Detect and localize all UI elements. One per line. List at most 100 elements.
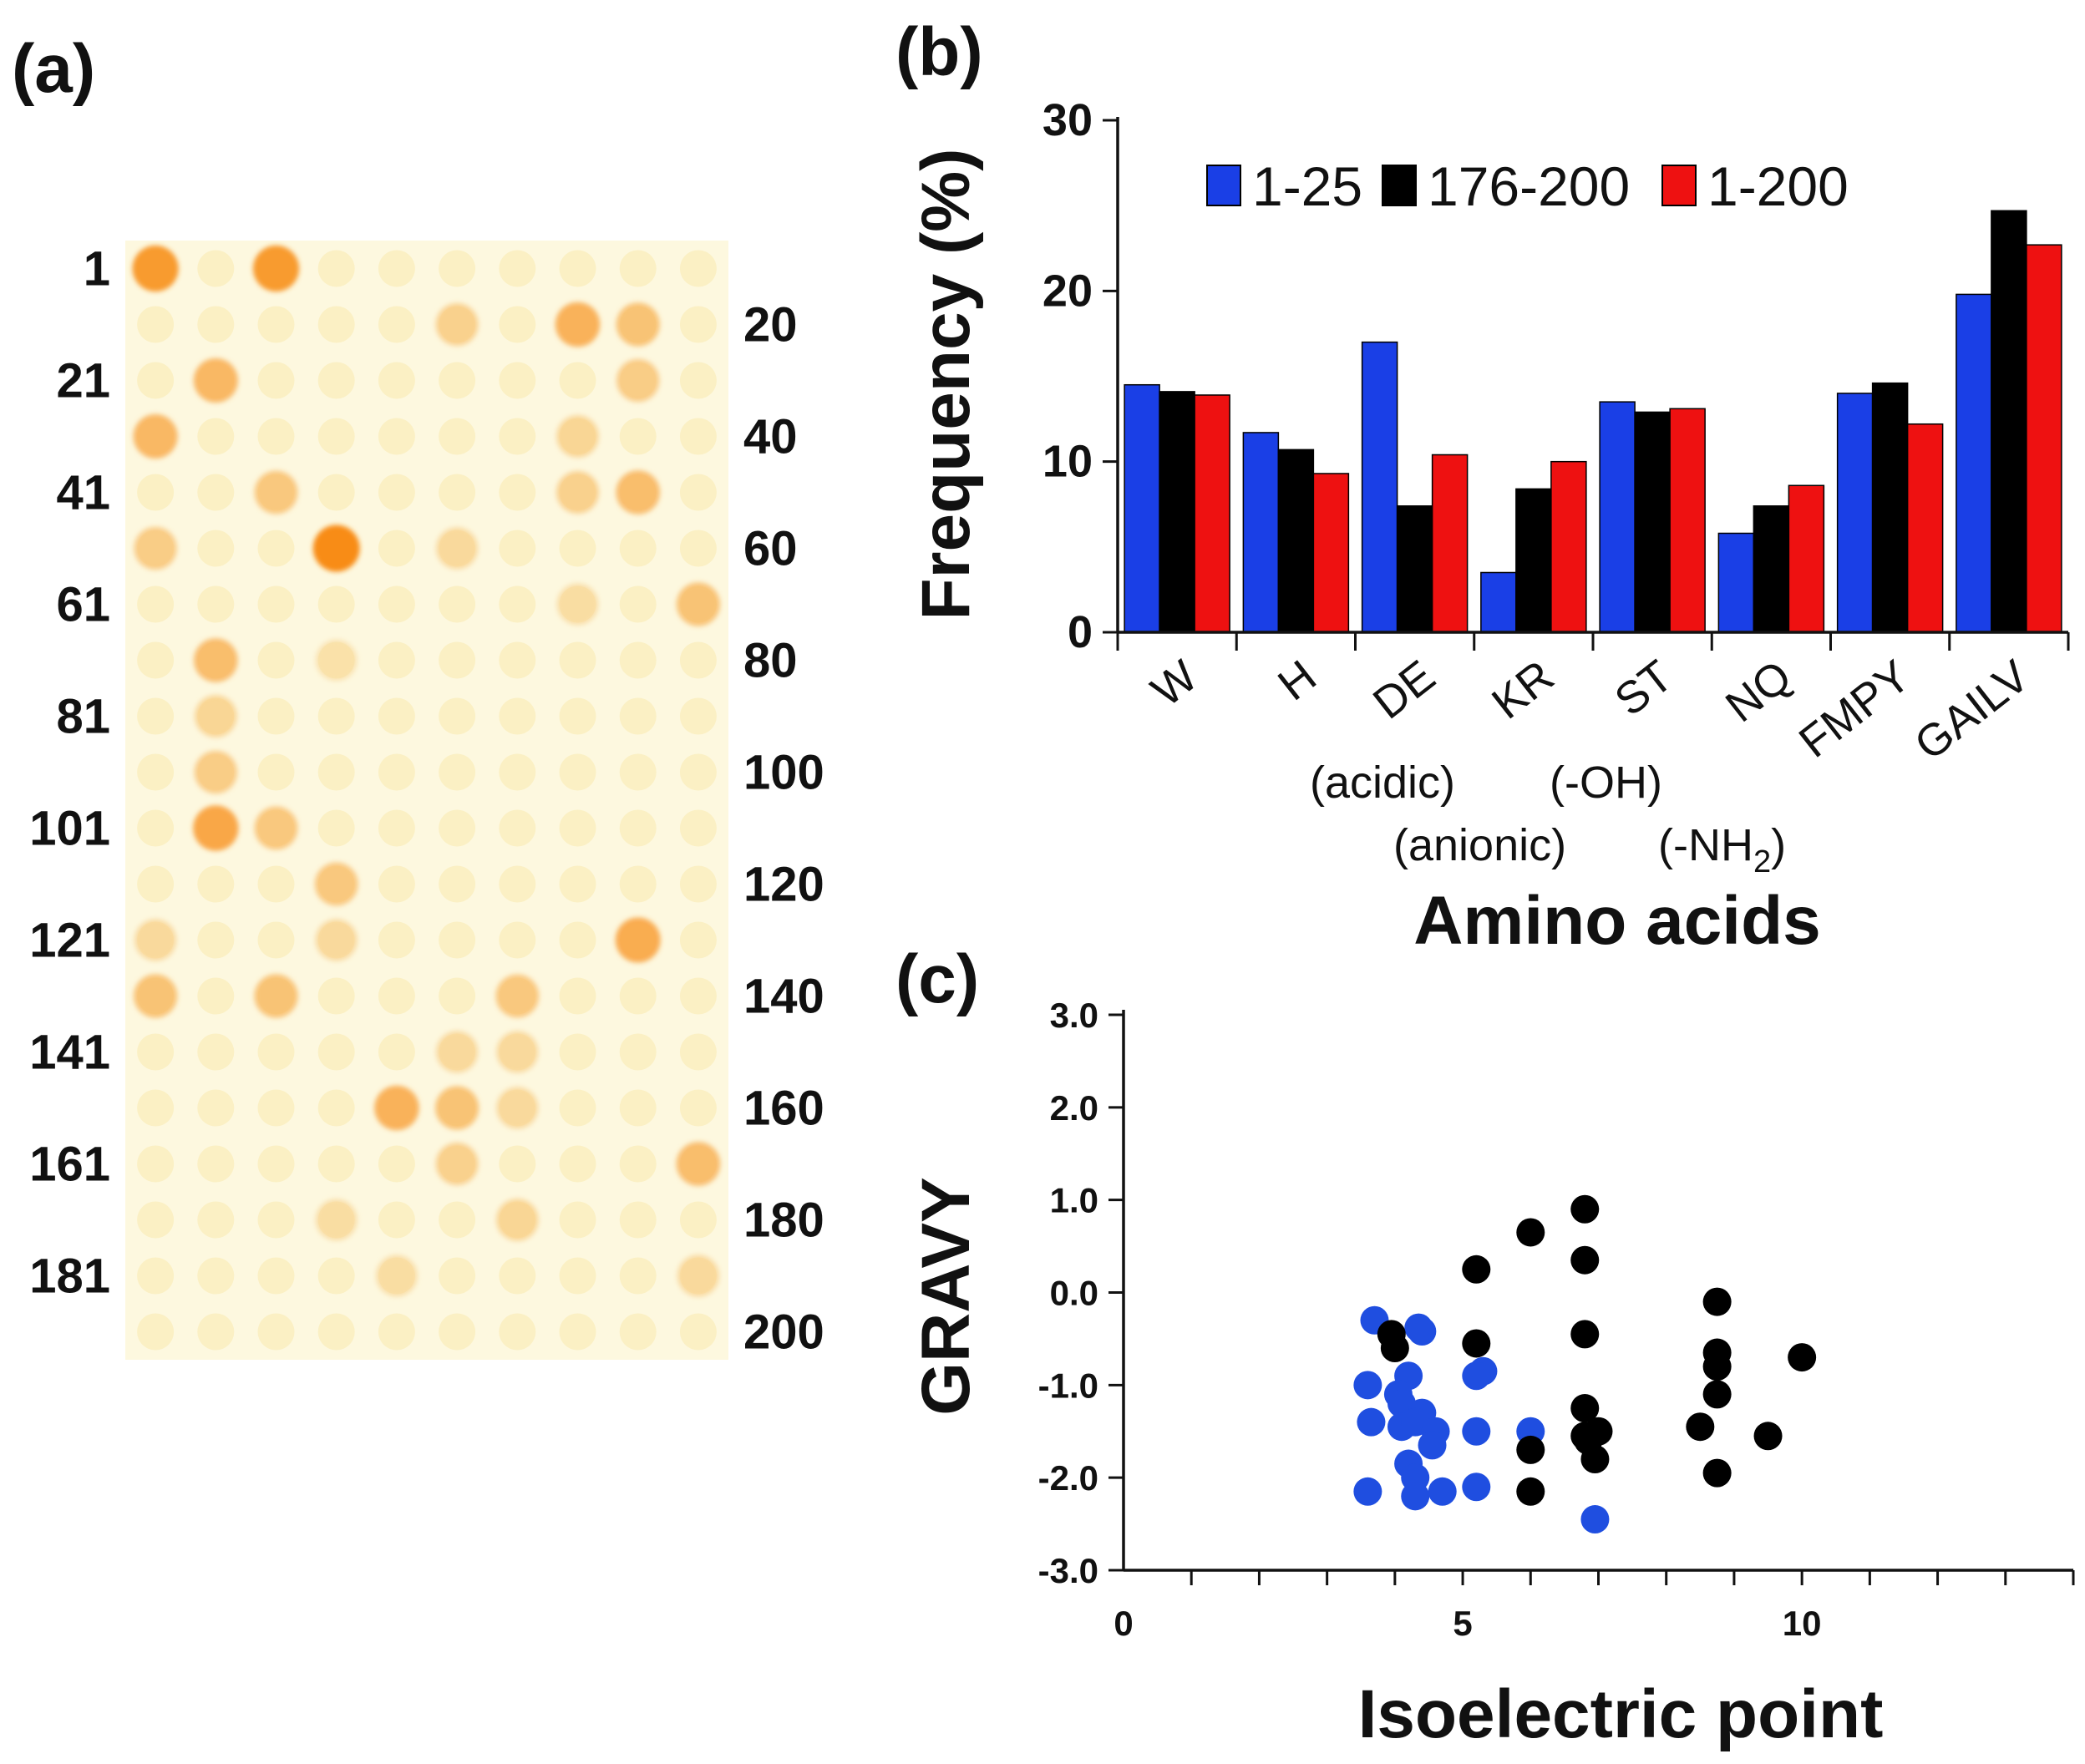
peptide-spot [315, 639, 358, 682]
note-nq-sub: 2 [1753, 844, 1771, 879]
blot-spot [378, 921, 415, 959]
blot-spot [378, 809, 415, 847]
blot-spot [559, 1145, 596, 1183]
peptide-spot [616, 470, 661, 514]
blot-spot [317, 474, 355, 511]
b-y-ticks: 0 10 20 30 [1042, 95, 1118, 657]
blot-spot [137, 474, 175, 511]
panel-c: (c) GRAVY 3.02.01.00.0-1.0-2.0-3.0 0 5 10 … [895, 941, 2075, 1752]
blot-spot [378, 697, 415, 735]
bar-1-25-DE [1361, 341, 1398, 633]
point-176-200 [1702, 1352, 1732, 1381]
point-176-200 [1702, 1380, 1732, 1409]
point-1-25 [1418, 1431, 1447, 1460]
blot-spot [499, 418, 536, 455]
blot-spot [378, 474, 415, 511]
blot-spot [257, 1089, 295, 1127]
blot-spot [499, 809, 536, 847]
bar-1-25-FMPY [1836, 393, 1874, 633]
b-category-notes: (acidic) (anionic) (-OH) (-NH2) [1310, 758, 1786, 879]
row-label-right: 160 [743, 1082, 824, 1136]
note-nq-text: (-NH [1658, 820, 1753, 870]
blot-spot [137, 641, 175, 679]
bar-176-200-GAILV [1991, 210, 2027, 633]
blot-spot [439, 585, 476, 623]
blot-spot [619, 1145, 657, 1183]
c-points [1353, 1194, 1817, 1534]
blot-spot [619, 530, 657, 567]
blot-spot [317, 585, 355, 623]
point-1-25 [1357, 1407, 1386, 1437]
legend-swatch-1-25 [1206, 165, 1241, 206]
category-label-NQ: NQ [1717, 651, 1801, 732]
c-y-tick-label: 2.0 [1050, 1088, 1098, 1128]
blot-spot [679, 530, 717, 567]
bar-1-200-NQ [1788, 484, 1825, 633]
blot-spot [257, 362, 295, 399]
panel-b-label: (b) [895, 14, 983, 90]
blot-spot [257, 697, 295, 735]
bar-1-25-H [1242, 432, 1280, 633]
bar-1-200-GAILV [2026, 244, 2062, 633]
point-176-200 [1570, 1394, 1600, 1423]
row-label-right: 20 [743, 298, 798, 352]
bar-1-200-ST [1669, 408, 1706, 633]
bar-176-200-H [1277, 449, 1315, 633]
blot-spot [257, 641, 295, 679]
bar-176-200-NQ [1753, 505, 1790, 633]
category-label-GAILV: GAILV [1905, 651, 2038, 770]
blot-spot [137, 1201, 175, 1239]
point-1-25 [1401, 1482, 1430, 1511]
blot-spot [679, 1089, 717, 1127]
category-label-W: W [1142, 651, 1206, 717]
blot-spot [559, 1033, 596, 1071]
blot-spot [197, 1313, 235, 1351]
blot-spot [559, 865, 596, 903]
blot-spot [378, 1033, 415, 1071]
bar-1-200-W [1194, 394, 1230, 633]
blot-spot [137, 753, 175, 791]
blot-spot [317, 977, 355, 1015]
peptide-spot [315, 919, 358, 961]
blot-spot [257, 865, 295, 903]
peptide-spot [616, 358, 660, 403]
peptide-spot [133, 413, 178, 459]
blot-spot [559, 921, 596, 959]
blot-spot [378, 977, 415, 1015]
row-label-right: 200 [743, 1305, 824, 1360]
blot-spot [257, 1033, 295, 1071]
point-176-200 [1702, 1458, 1732, 1488]
blot-spot [439, 250, 476, 287]
c-x-axis-title: Isoelectric point [1358, 1676, 1884, 1752]
point-176-200 [1584, 1417, 1613, 1446]
row-label-right: 180 [743, 1194, 824, 1248]
peptide-spot [374, 1085, 419, 1131]
blot-spot [439, 753, 476, 791]
peptide-spot [132, 245, 179, 292]
blot-spot [257, 418, 295, 455]
blot-spot [197, 865, 235, 903]
peptide-spot [375, 1255, 418, 1297]
panel-a-label: (a) [12, 31, 95, 107]
blot-spot [559, 977, 596, 1015]
blot-spot [559, 809, 596, 847]
peptide-spot [435, 302, 479, 347]
blot-spot [439, 641, 476, 679]
peptide-spot [133, 974, 178, 1018]
point-176-200 [1462, 1329, 1491, 1358]
peptide-spot [315, 1199, 358, 1241]
legend-swatch-1-200 [1661, 165, 1697, 206]
legend-label-1-25: 1-25 [1252, 155, 1362, 217]
row-label-right: 60 [743, 522, 798, 576]
point-176-200 [1516, 1477, 1545, 1506]
peptide-spot [555, 302, 601, 347]
blot-spot [317, 306, 355, 343]
blot-spot [317, 753, 355, 791]
point-176-200 [1788, 1343, 1817, 1372]
category-label-DE: DE [1364, 651, 1444, 728]
blot-spot [378, 530, 415, 567]
blot-spot [679, 362, 717, 399]
category-label-KR: KR [1483, 651, 1563, 728]
row-label-left: 141 [29, 1026, 110, 1080]
